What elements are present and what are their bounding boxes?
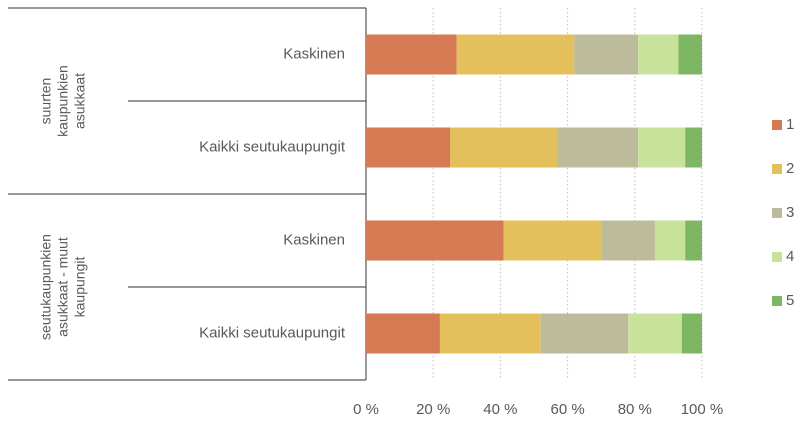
bar-segment	[366, 313, 440, 354]
legend-label: 1	[786, 116, 794, 133]
legend-label: 4	[786, 248, 794, 265]
bar-segment	[685, 127, 702, 168]
legend-label: 3	[786, 204, 794, 221]
bar-segment	[450, 127, 558, 168]
x-tick-label: 40 %	[483, 401, 517, 418]
bar-segment	[638, 127, 686, 168]
bar-segment	[456, 34, 575, 75]
x-tick-label: 0 %	[353, 401, 379, 418]
bar-segment	[654, 220, 686, 261]
bar-segment	[574, 34, 639, 75]
legend-swatch	[772, 164, 782, 174]
bar-segment	[557, 127, 639, 168]
category-label: Kaskinen	[283, 231, 345, 248]
bar-segment	[503, 220, 602, 261]
legend-swatch	[772, 208, 782, 218]
legend-label: 2	[786, 160, 794, 177]
bar-segment	[366, 220, 504, 261]
bar-segment	[685, 220, 702, 261]
x-tick-label: 60 %	[550, 401, 584, 418]
bar-segment	[628, 313, 682, 354]
legend-label: 5	[786, 292, 794, 309]
legend-swatch	[772, 252, 782, 262]
category-label: Kaikki seutukaupungit	[199, 324, 346, 341]
group-label: suurten kaupunkien asukkaat	[37, 65, 88, 137]
bar-segment	[638, 34, 679, 75]
bar-segment	[439, 313, 541, 354]
bar-segment	[678, 34, 702, 75]
x-tick-label: 20 %	[416, 401, 450, 418]
category-label: Kaikki seutukaupungit	[199, 138, 346, 155]
bar-segment	[601, 220, 655, 261]
bar-segment	[540, 313, 629, 354]
bar-segment	[366, 127, 450, 168]
x-tick-label: 100 %	[681, 401, 724, 418]
group-label: seutukaupunkien asukkaat - muut kaupungi…	[37, 234, 88, 340]
category-label: Kaskinen	[283, 45, 345, 62]
bar-segment	[681, 313, 702, 354]
x-tick-label: 80 %	[618, 401, 652, 418]
bar-segment	[366, 34, 457, 75]
legend-swatch	[772, 296, 782, 306]
legend-swatch	[772, 120, 782, 130]
